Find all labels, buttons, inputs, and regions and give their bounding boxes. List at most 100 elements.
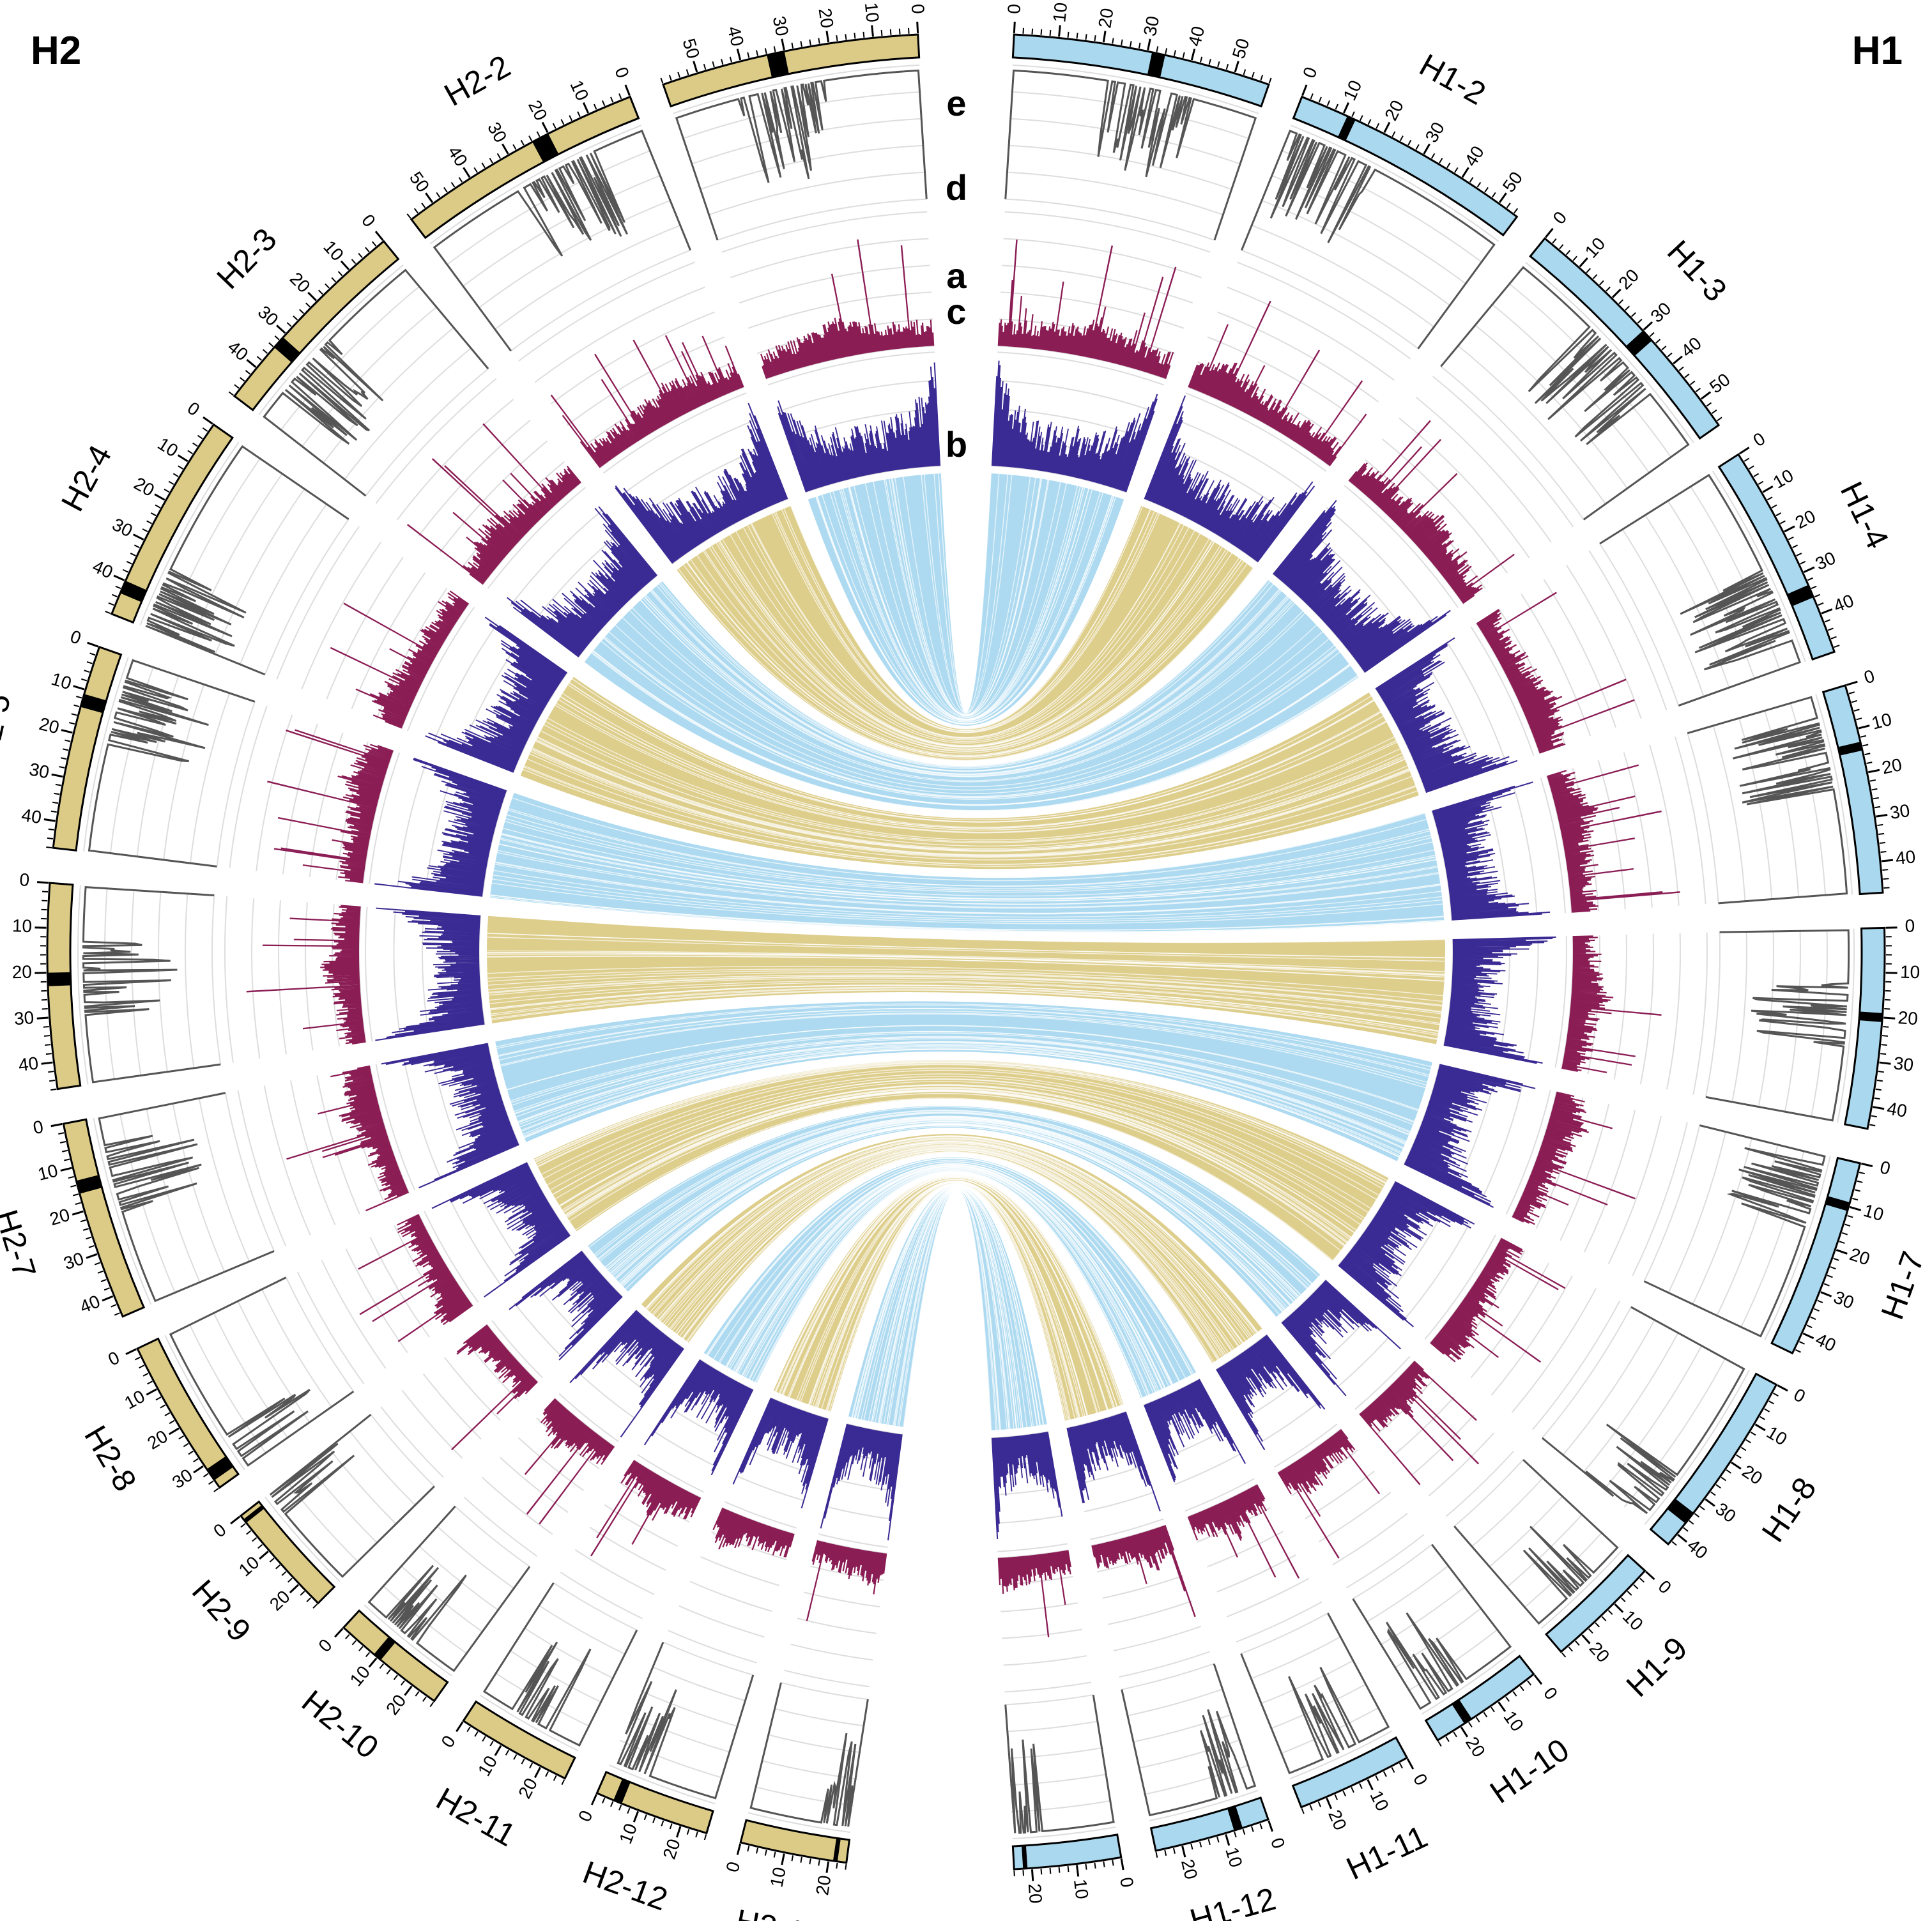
synteny-link-line xyxy=(609,631,1330,795)
grid-ring xyxy=(158,891,169,1073)
grid-ring xyxy=(358,906,367,1043)
grid-ring xyxy=(1667,1131,1727,1294)
track-d-line-H2-12 xyxy=(617,1642,755,1800)
tick-mark xyxy=(466,1726,471,1733)
grid-ring xyxy=(1012,1826,1116,1840)
synteny-link-line xyxy=(790,505,1143,730)
synteny-link-line xyxy=(555,705,1387,834)
synteny-link-line xyxy=(500,1013,1426,1089)
tick-mark xyxy=(536,131,540,137)
tick-mark xyxy=(245,370,251,375)
tick-mark xyxy=(1738,447,1750,455)
tick-mark xyxy=(1705,1498,1715,1507)
synteny-link-line xyxy=(569,682,1375,823)
synteny-link-line xyxy=(519,1044,1404,1149)
track-b-bars-H1-1 xyxy=(991,360,1158,493)
grid-ring xyxy=(1644,514,1730,689)
track-b-bars-H1-10 xyxy=(1216,1335,1326,1451)
grid-ring xyxy=(282,723,318,875)
grid-ring xyxy=(1091,1524,1166,1547)
grid-ring xyxy=(604,1504,678,1547)
tick-mark xyxy=(561,1779,565,1786)
grid-ring xyxy=(301,541,382,690)
tick-mark xyxy=(481,162,486,169)
tick-mark xyxy=(825,1861,830,1873)
tick-mark xyxy=(374,231,384,241)
tick-mark xyxy=(365,1651,371,1657)
tick-mark xyxy=(764,48,767,54)
tick-mark xyxy=(1882,869,1889,871)
tick-mark xyxy=(1618,299,1624,305)
tick-mark xyxy=(747,1846,750,1852)
track-b-bars-H2-7 xyxy=(381,1043,519,1189)
tick-mark xyxy=(661,1820,664,1826)
synteny-link-line xyxy=(678,567,1254,761)
tick-mark xyxy=(275,1564,281,1570)
grid-ring xyxy=(1692,932,1708,1095)
tick-mark xyxy=(1620,1597,1626,1602)
grid-ring xyxy=(1261,199,1451,307)
tick-mark xyxy=(1491,1706,1495,1713)
synteny-link-line xyxy=(713,1159,1186,1379)
tick-mark xyxy=(809,39,811,45)
tick-mark xyxy=(1881,859,1894,862)
grid-ring xyxy=(558,1393,619,1443)
grid-ring xyxy=(375,1064,416,1191)
tick-mark xyxy=(404,1685,413,1696)
grid-ring xyxy=(479,915,486,1025)
grid-ring xyxy=(1260,1659,1354,1704)
tick-mark xyxy=(1678,366,1684,371)
synteny-link-line xyxy=(491,986,1439,1034)
tick-mark xyxy=(1251,72,1255,78)
grid-ring xyxy=(560,1572,643,1619)
tick-mark xyxy=(1606,286,1611,292)
track-c-bars-H1-1 xyxy=(997,239,1177,379)
tick-mark xyxy=(230,1515,241,1525)
tick-mark xyxy=(1512,1691,1517,1697)
grid-ring xyxy=(1344,485,1459,608)
tick-mark xyxy=(695,1832,698,1838)
synteny-link-line xyxy=(612,1119,1294,1303)
grid-ring xyxy=(261,1289,333,1408)
grid-ring xyxy=(1511,1288,1597,1413)
tick-mark xyxy=(213,1487,219,1492)
grid-ring xyxy=(774,1708,865,1727)
synteny-link-line xyxy=(562,693,1381,828)
synteny-link-line xyxy=(523,1048,1400,1158)
grid-ring xyxy=(636,1309,685,1350)
grid-ring xyxy=(229,705,268,868)
grid-ring xyxy=(1566,565,1642,719)
grid-ring xyxy=(1108,1600,1193,1625)
tick-mark xyxy=(240,1523,246,1528)
tick-mark xyxy=(1013,21,1016,34)
tick-mark xyxy=(1406,1758,1414,1770)
tick-mark xyxy=(1526,1680,1532,1686)
tick-mark xyxy=(1147,38,1151,50)
tick-mark xyxy=(1667,352,1673,358)
grid-ring xyxy=(678,1605,765,1638)
grid-ring xyxy=(1621,528,1705,698)
tick-mark xyxy=(1318,96,1322,103)
synteny-link-line xyxy=(532,748,1408,855)
tick-label: 10 xyxy=(12,915,33,936)
grid-ring xyxy=(1002,1628,1082,1639)
tick-mark xyxy=(47,837,54,839)
tick-mark xyxy=(450,181,456,188)
track-d-line-H1-8 xyxy=(1541,1306,1745,1514)
synteny-link-line xyxy=(726,1163,1173,1385)
centromere-H2-8 xyxy=(206,1456,234,1481)
tick-label: 0 xyxy=(908,3,928,14)
grid-ring xyxy=(487,1043,520,1145)
tick-mark xyxy=(142,528,148,532)
tick-mark xyxy=(51,773,63,778)
tick-mark xyxy=(721,59,724,65)
tick-mark xyxy=(489,158,493,164)
tick-mark xyxy=(331,277,337,282)
tick-mark xyxy=(1875,1088,1882,1091)
track-b-bars-H2-12 xyxy=(732,1397,829,1509)
track-d-line-H2-10 xyxy=(367,1505,531,1672)
grid-ring xyxy=(599,386,745,469)
synteny-link-line xyxy=(523,766,1416,865)
tick-mark xyxy=(482,1736,486,1742)
synteny-link-line xyxy=(632,608,1303,781)
